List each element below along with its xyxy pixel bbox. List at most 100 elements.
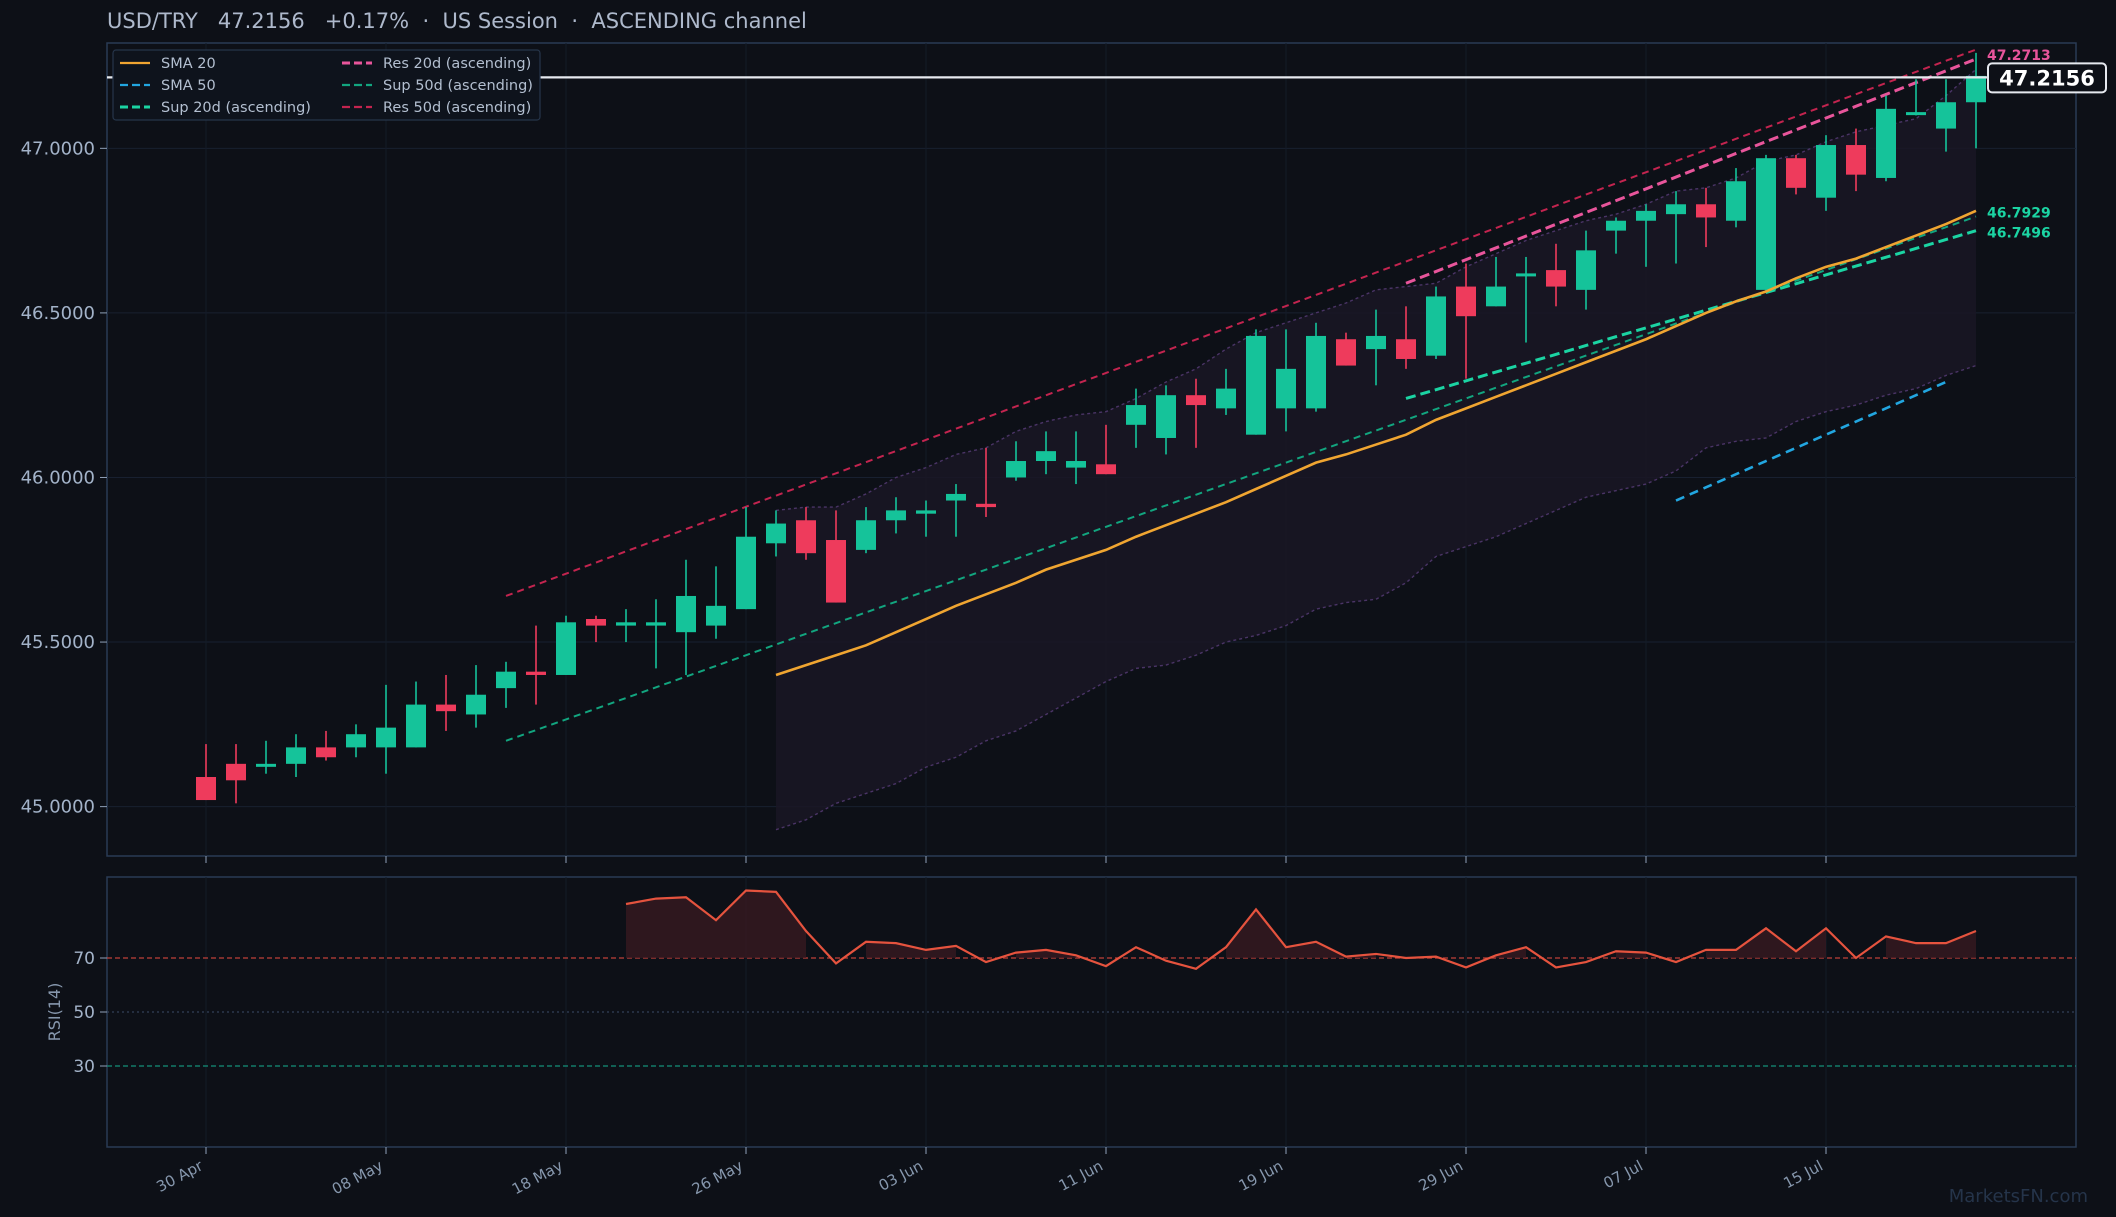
separator: ·	[422, 9, 430, 33]
legend-label: Sup 50d (ascending)	[383, 78, 533, 94]
candle-body	[316, 747, 336, 758]
legend-label: SMA 50	[161, 78, 216, 94]
candle-body	[766, 523, 786, 544]
candle-body	[1666, 204, 1686, 215]
channel-line	[505, 48, 1977, 597]
candle-body	[1186, 395, 1206, 406]
candle-body	[946, 493, 966, 501]
candle-body	[1516, 273, 1536, 277]
y-tick-label: 45.5000	[21, 632, 95, 653]
x-tick-label: 30 Apr	[153, 1156, 206, 1196]
legend-label: SMA 20	[161, 56, 216, 72]
rsi-y-tick-label: 30	[73, 1057, 95, 1077]
candle-body	[1306, 335, 1326, 409]
band-lower	[775, 364, 1977, 831]
candle-body	[1606, 220, 1626, 231]
rsi-y-tick-label: 70	[73, 949, 95, 969]
candle-body	[1096, 464, 1116, 475]
x-tick-label: 07 Jul	[1600, 1157, 1645, 1193]
candle-body	[346, 734, 366, 748]
candle-body	[586, 619, 606, 626]
candle-body	[1966, 75, 1986, 103]
legend-box	[112, 49, 541, 121]
symbol-label: USD/TRY	[107, 9, 198, 33]
candle-body	[826, 540, 846, 603]
candle-body	[1066, 461, 1086, 468]
last-price-box	[1987, 62, 2107, 94]
rsi-overbought-fill	[1886, 931, 1976, 958]
candles	[196, 52, 1986, 804]
price-annotation: 46.7496	[1987, 226, 2051, 242]
price-panel-frame	[106, 42, 2077, 857]
channel-line	[1405, 229, 1977, 400]
y-tick-label: 47.0000	[21, 138, 95, 159]
rsi-overbought-fill	[1226, 909, 1376, 958]
candle-body	[376, 727, 396, 748]
candle-body	[1816, 145, 1836, 198]
candle-body	[1726, 181, 1746, 221]
legend-label: Res 50d (ascending)	[383, 100, 531, 116]
candle-body	[1396, 339, 1416, 359]
chart-header: USD/TRY 47.2156 +0.17% · US Session · AS…	[107, 9, 807, 33]
candle-body	[1246, 335, 1266, 435]
candle-body	[1486, 286, 1506, 307]
candle-body	[1456, 286, 1476, 317]
legend-label: Res 20d (ascending)	[383, 56, 531, 72]
candle-body	[496, 671, 516, 689]
x-tick-label: 19 Jun	[1236, 1157, 1286, 1195]
candle-body	[1696, 204, 1716, 218]
candle-body	[976, 503, 996, 508]
candle-body	[1756, 158, 1776, 290]
candle-body	[526, 671, 546, 675]
y-tick-label: 46.0000	[21, 467, 95, 488]
x-tick-label: 18 May	[509, 1157, 566, 1199]
candle-body	[1936, 102, 1956, 129]
candle-body	[1546, 270, 1566, 287]
price-annotation: 46.7929	[1987, 205, 2051, 221]
rsi-y-tick-label: 50	[73, 1003, 95, 1023]
candle-body	[436, 704, 456, 712]
y-tick-label: 45.0000	[21, 797, 95, 818]
candle-body	[676, 595, 696, 633]
candle-body	[1336, 339, 1356, 366]
candle-body	[256, 763, 276, 767]
candle-body	[646, 622, 666, 626]
channel-label: ASCENDING channel	[591, 9, 807, 33]
candle-body	[1156, 395, 1176, 438]
candle-body	[1636, 210, 1656, 221]
rsi-overbought-fill	[626, 890, 806, 958]
legend: SMA 20 Res 20d (ascending) SMA 50 Sup 50d (…	[112, 49, 541, 121]
candle-body	[1006, 461, 1026, 478]
x-tick-label: 08 May	[329, 1157, 386, 1199]
candle-body	[1426, 296, 1446, 356]
x-tick-label: 11 Jun	[1056, 1157, 1106, 1195]
grid-lines	[107, 43, 2076, 1147]
candle-body	[1366, 335, 1386, 350]
price-annotation: 47.2713	[1987, 48, 2051, 64]
candle-body	[1216, 388, 1236, 409]
candle-body	[796, 520, 816, 554]
candle-body	[1786, 158, 1806, 188]
sma20-line	[775, 209, 1977, 677]
candle-body	[1126, 405, 1146, 425]
legend-label: Sup 20d (ascending)	[161, 100, 311, 116]
candle-body	[616, 622, 636, 626]
candle-body	[1576, 250, 1596, 290]
watermark: MarketsFN.com	[1948, 1186, 2088, 1207]
candle-body	[556, 622, 576, 675]
candle-body	[856, 520, 876, 550]
candle-body	[706, 605, 726, 626]
candle-body	[1846, 145, 1866, 175]
channel-line	[1405, 57, 1977, 285]
candle-body	[466, 694, 486, 715]
x-tick-label: 29 Jun	[1416, 1157, 1466, 1195]
candle-body	[1876, 108, 1896, 178]
session-label: US Session	[442, 9, 558, 33]
rsi-line	[625, 889, 1977, 970]
candle-body	[1276, 368, 1296, 409]
candle-body	[886, 510, 906, 521]
candle-body	[196, 777, 216, 801]
candle-body	[286, 747, 306, 764]
price-label: 47.2156	[217, 9, 305, 33]
x-tick-label: 15 Jul	[1780, 1157, 1825, 1193]
